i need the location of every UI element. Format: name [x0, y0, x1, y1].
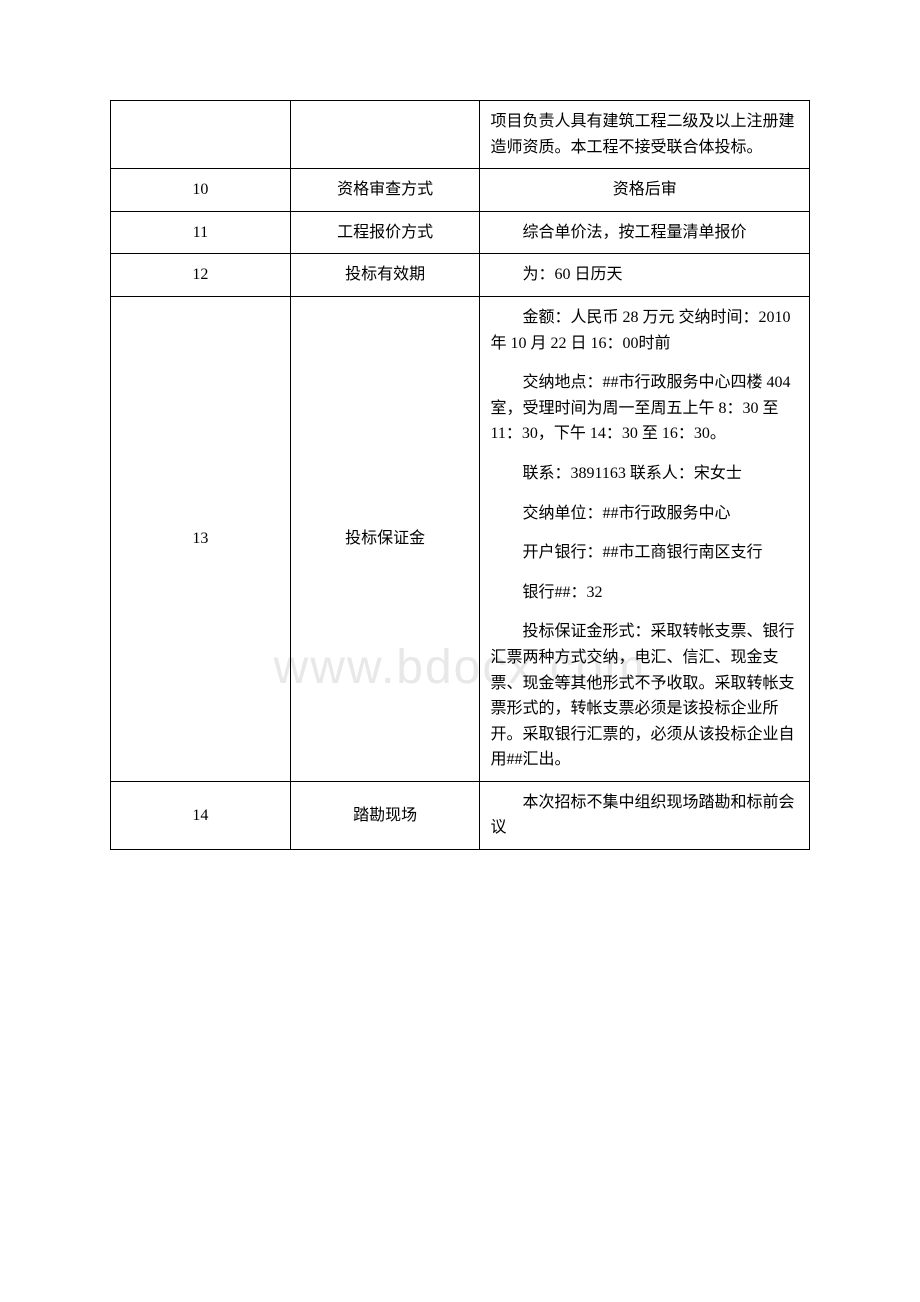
- bid-info-table: 项目负责人具有建筑工程二级及以上注册建造师资质。本工程不接受联合体投标。 10 …: [110, 100, 810, 850]
- row-content: 资格后审: [480, 169, 810, 212]
- content-paragraph: 金额：人民币 28 万元 交纳时间：2010年 10 月 22 日 16：00时…: [490, 305, 799, 356]
- row-content: 项目负责人具有建筑工程二级及以上注册建造师资质。本工程不接受联合体投标。: [480, 101, 810, 169]
- table-row: 11 工程报价方式 综合单价法，按工程量清单报价: [111, 211, 810, 254]
- row-number: 10: [111, 169, 291, 212]
- table-row: 14 踏勘现场 本次招标不集中组织现场踏勘和标前会议: [111, 781, 810, 849]
- content-paragraph: 交纳地点：##市行政服务中心四楼 404 室，受理时间为周一至周五上午 8：30…: [490, 370, 799, 447]
- content-paragraph: 开户银行：##市工商银行南区支行: [490, 540, 799, 566]
- row-label: 资格审查方式: [290, 169, 480, 212]
- row-content: 本次招标不集中组织现场踏勘和标前会议: [480, 781, 810, 849]
- row-number: 12: [111, 254, 291, 297]
- row-label: 投标保证金: [290, 296, 480, 781]
- table-row: 项目负责人具有建筑工程二级及以上注册建造师资质。本工程不接受联合体投标。: [111, 101, 810, 169]
- content-paragraph: 交纳单位：##市行政服务中心: [490, 501, 799, 527]
- content-paragraph: 投标保证金形式：采取转帐支票、银行汇票两种方式交纳，电汇、信汇、现金支票、现金等…: [490, 619, 799, 773]
- table-row: 10 资格审查方式 资格后审: [111, 169, 810, 212]
- row-content: 综合单价法，按工程量清单报价: [480, 211, 810, 254]
- row-number: 11: [111, 211, 291, 254]
- content-paragraph: 银行##：32: [490, 580, 799, 606]
- content-text: 资格后审: [613, 181, 677, 198]
- row-label: 工程报价方式: [290, 211, 480, 254]
- content-paragraph: 项目负责人具有建筑工程二级及以上注册建造师资质。本工程不接受联合体投标。: [490, 109, 799, 160]
- table-row: 13 投标保证金 金额：人民币 28 万元 交纳时间：2010年 10 月 22…: [111, 296, 810, 781]
- row-content: 金额：人民币 28 万元 交纳时间：2010年 10 月 22 日 16：00时…: [480, 296, 810, 781]
- content-paragraph: 为：60 日历天: [490, 262, 799, 288]
- row-label: [290, 101, 480, 169]
- content-paragraph: 联系：3891163 联系人：宋女士: [490, 461, 799, 487]
- table-row: 12 投标有效期 为：60 日历天: [111, 254, 810, 297]
- row-number: [111, 101, 291, 169]
- row-number: 14: [111, 781, 291, 849]
- row-number: 13: [111, 296, 291, 781]
- content-paragraph: 本次招标不集中组织现场踏勘和标前会议: [490, 790, 799, 841]
- row-label: 投标有效期: [290, 254, 480, 297]
- row-content: 为：60 日历天: [480, 254, 810, 297]
- row-label: 踏勘现场: [290, 781, 480, 849]
- content-paragraph: 综合单价法，按工程量清单报价: [490, 220, 799, 246]
